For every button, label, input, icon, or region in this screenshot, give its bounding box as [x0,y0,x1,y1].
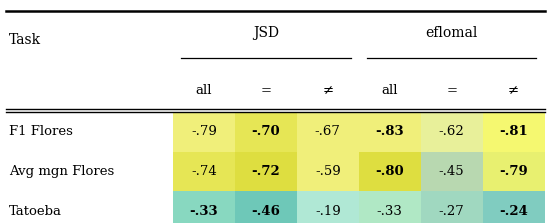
Bar [359,191,421,224]
Text: -.59: -.59 [315,165,341,178]
Bar [235,112,297,152]
Bar [173,112,235,152]
Bar [359,152,421,191]
Text: -.83: -.83 [375,125,404,138]
Text: ≠: ≠ [508,84,519,97]
Text: -.70: -.70 [252,125,280,138]
Bar [421,191,483,224]
Text: -.24: -.24 [499,205,528,218]
Text: ≠: ≠ [322,84,333,97]
Text: -.19: -.19 [315,205,341,218]
Text: Task: Task [9,33,41,47]
Text: -.67: -.67 [315,125,341,138]
Text: Avg mgn Flores: Avg mgn Flores [9,165,114,178]
Text: =: = [260,84,271,97]
Text: F1 Flores: F1 Flores [9,125,73,138]
Text: -.74: -.74 [191,165,216,178]
Bar [173,152,235,191]
Text: all: all [196,84,212,97]
Text: -.45: -.45 [439,165,465,178]
Bar [483,191,545,224]
Text: -.81: -.81 [499,125,528,138]
Bar [421,112,483,152]
Text: -.72: -.72 [252,165,280,178]
Text: eflomal: eflomal [425,26,478,40]
Text: -.62: -.62 [439,125,465,138]
Bar [173,191,235,224]
Bar [483,152,545,191]
Bar [421,152,483,191]
Text: all: all [381,84,398,97]
Text: -.33: -.33 [190,205,218,218]
Text: -.33: -.33 [377,205,403,218]
Text: =: = [446,84,457,97]
Bar [483,112,545,152]
Bar [297,191,359,224]
Text: -.79: -.79 [499,165,528,178]
Bar [359,112,421,152]
Text: -.80: -.80 [375,165,404,178]
Bar [297,112,359,152]
Text: -.27: -.27 [439,205,465,218]
Bar [235,152,297,191]
Bar [297,152,359,191]
Text: -.79: -.79 [191,125,217,138]
Text: JSD: JSD [253,26,279,40]
Text: Tatoeba: Tatoeba [9,205,62,218]
Text: -.46: -.46 [252,205,280,218]
Bar [235,191,297,224]
